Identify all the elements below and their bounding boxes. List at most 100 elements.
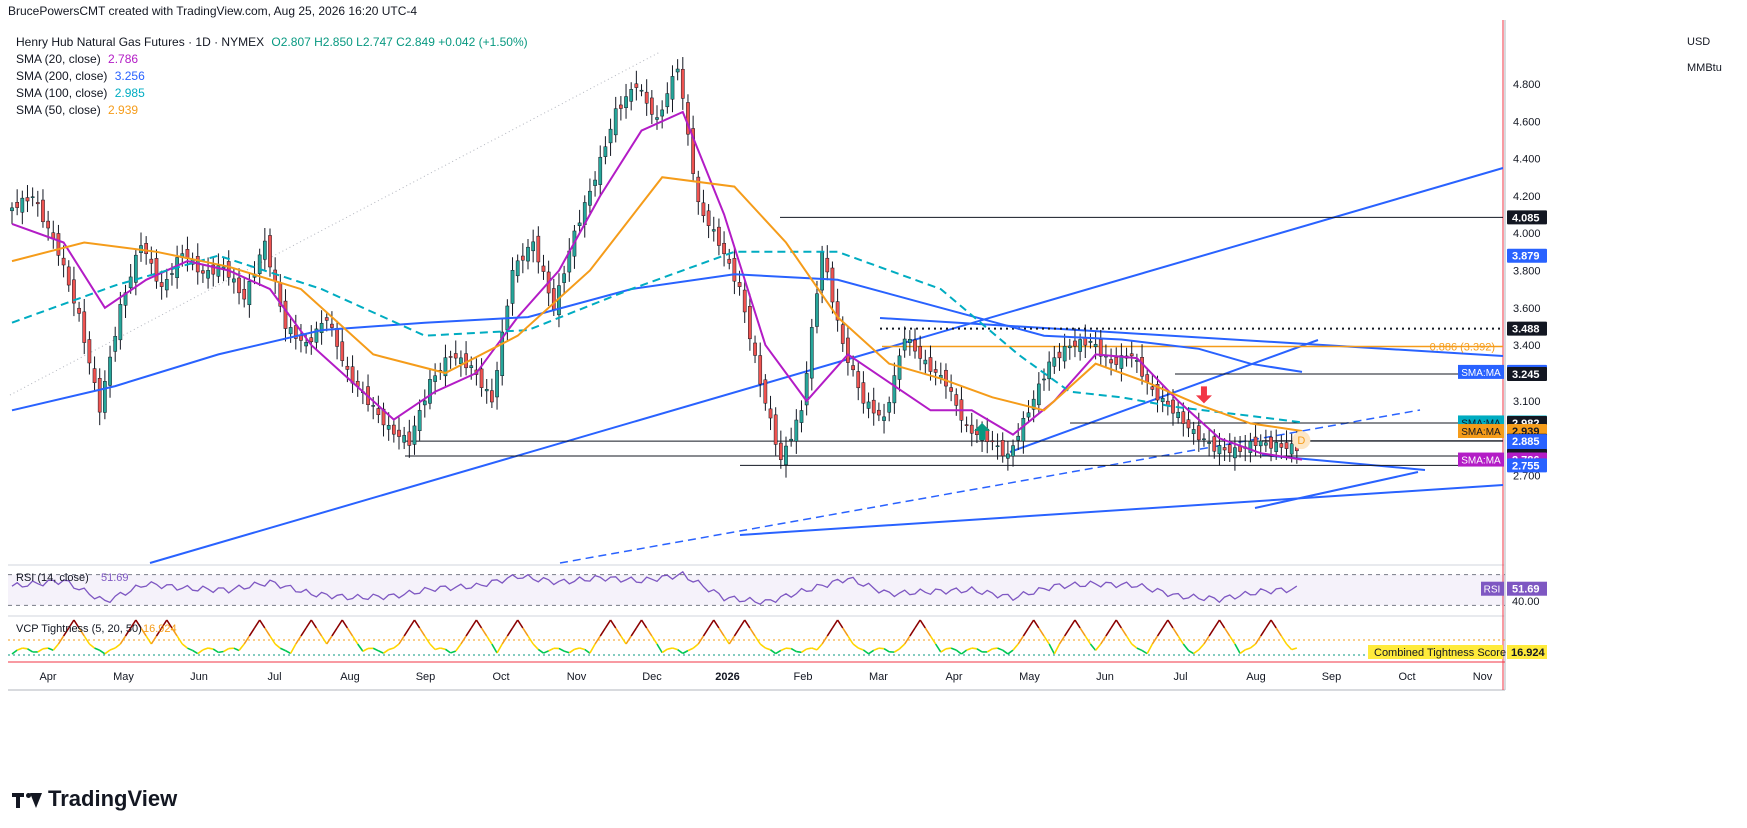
legend-sma-100[interactable]: SMA (100, close) 2.985 (16, 85, 528, 102)
candle-body (25, 197, 30, 202)
symbol-row[interactable]: Henry Hub Natural Gas Futures · 1D · NYM… (16, 34, 528, 51)
vcp-segment (1218, 619, 1226, 629)
vcp-segment (1172, 627, 1179, 637)
vcp-segment (878, 647, 885, 650)
vcp-segment (775, 649, 782, 655)
candle-body (1129, 353, 1134, 357)
vcp-segment (218, 650, 224, 654)
candle-body (655, 117, 659, 120)
legend-sma-20[interactable]: SMA (20, close) 2.786 (16, 51, 528, 68)
candle-body (1160, 398, 1165, 403)
vcp-segment (640, 619, 648, 629)
candle-body (1093, 343, 1098, 347)
vcp-segment (796, 650, 802, 654)
vcp-segment (574, 647, 580, 651)
sell-arrow-icon (1195, 386, 1212, 404)
vcp-segment (300, 627, 307, 637)
time-tick-label: Jul (1173, 671, 1187, 683)
vcp-segment (331, 627, 338, 637)
currency-label[interactable]: USD (1687, 36, 1711, 48)
candle-body (314, 328, 319, 343)
vcp-segment (383, 648, 390, 654)
sma-line (11, 273, 1303, 412)
legend-sma-50[interactable]: SMA (50, close) 2.939 (16, 102, 528, 119)
candle-body (103, 381, 107, 413)
candle-body (1000, 440, 1005, 457)
candle-body (1016, 435, 1021, 441)
candle-body (211, 264, 216, 275)
vcp-segment (119, 635, 127, 645)
candle-body (268, 235, 272, 268)
vcp-segment (1115, 619, 1123, 629)
time-tick-label: Mar (869, 671, 888, 683)
vcp-segment (929, 635, 937, 645)
vcp-segment (558, 647, 565, 652)
rsi-tag-prefix-text: RSI (1484, 585, 1501, 596)
price-tag (1507, 321, 1547, 336)
tradingview-brand[interactable]: TradingView (12, 786, 177, 812)
candle-body (562, 273, 566, 283)
candle-body (882, 416, 886, 421)
candle-body (629, 89, 634, 102)
candle-body (877, 409, 881, 416)
vcp-segment (1198, 643, 1205, 651)
vcp-segment (57, 635, 65, 645)
candle-body (675, 68, 680, 73)
candle-body (526, 246, 530, 262)
vcp-segment (238, 643, 245, 652)
vcp-segment (295, 635, 302, 645)
candle-body (371, 405, 376, 407)
vcp-segment (862, 649, 870, 655)
vcp-segment (723, 635, 730, 645)
candle-body (376, 408, 381, 416)
vcp-segment (986, 648, 993, 653)
candle-body (753, 342, 757, 356)
vcp-segment (527, 635, 534, 645)
candle-body (1233, 447, 1237, 459)
vcp-segment (594, 635, 601, 645)
vcp-segment (1280, 635, 1288, 645)
vcp-segment (403, 627, 410, 637)
candle-body (551, 288, 556, 310)
vcp-segment (1213, 619, 1221, 629)
candle-body (1264, 442, 1268, 446)
vcp-segment (114, 643, 121, 649)
vcp-segment (480, 627, 488, 637)
candle-body (92, 368, 97, 383)
vcp-segment (836, 619, 844, 629)
price-tag (1507, 458, 1547, 473)
trendline-resistance (879, 317, 1504, 357)
vcp-segment (434, 647, 441, 651)
candle-body (422, 400, 427, 406)
vcp-segment (413, 619, 421, 629)
candle-body (82, 311, 87, 343)
candle-body (825, 257, 830, 273)
vcp-segment (160, 619, 168, 629)
vcp-segment (398, 635, 405, 645)
unit-label[interactable]: MMBtu (1687, 62, 1722, 74)
candle-body (995, 445, 1000, 448)
candle-body (1109, 359, 1113, 364)
vcp-segment (1105, 627, 1112, 637)
candle-body (1207, 441, 1211, 444)
vcp-segment (599, 627, 607, 637)
legend-sma-200[interactable]: SMA (200, close) 3.256 (16, 68, 528, 85)
ma-tag-prefix (1458, 424, 1504, 439)
vcp-segment (315, 627, 323, 637)
candle-body (1258, 440, 1263, 447)
vcp-segment (713, 619, 720, 629)
vcp-segment (475, 619, 483, 629)
candle-body (1036, 383, 1041, 406)
candle-body (319, 322, 324, 334)
vcp-segment (197, 649, 204, 655)
candle-body (345, 365, 350, 370)
price-tag-text: 2.885 (1512, 436, 1540, 448)
time-tick-label: May (113, 671, 134, 683)
candle-body (603, 146, 608, 157)
vcp-segment (1162, 619, 1169, 629)
vcp-value: 16.924 (143, 623, 177, 635)
candle-body (515, 260, 520, 277)
vcp-segment (733, 627, 741, 637)
vcp-segment (697, 635, 705, 645)
